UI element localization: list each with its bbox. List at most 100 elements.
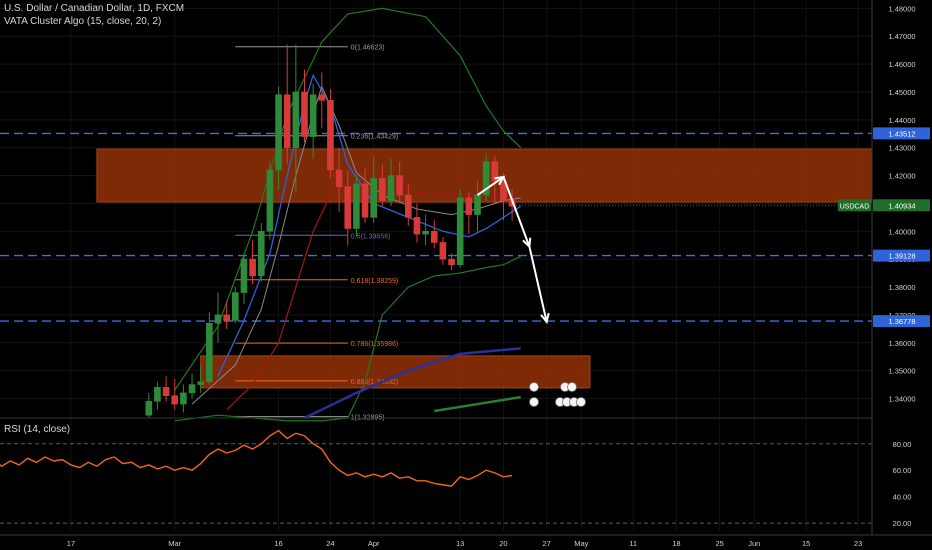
fib-label: 0.618(1.38259) — [351, 278, 398, 285]
chart-title: U.S. Dollar / Canadian Dollar, 1D, FXCM — [4, 3, 185, 14]
last-price-tag — [873, 199, 930, 212]
candle-body — [171, 395, 179, 405]
candle-body — [249, 258, 256, 277]
last-price-label: 1.40934 — [888, 201, 915, 210]
price-tick-label: 1.45000 — [888, 88, 915, 97]
time-tick-label: 17 — [67, 539, 75, 548]
signal-icon — [529, 382, 539, 392]
supply-demand-zone — [200, 355, 591, 389]
candle-body — [335, 169, 343, 188]
time-tick-label: 20 — [499, 539, 507, 548]
candle-body — [387, 175, 395, 201]
indicator-label: VATA Cluster Algo (15, close, 20, 2) — [4, 16, 162, 27]
arrow-line — [528, 246, 548, 323]
candle-body — [145, 400, 153, 416]
rsi-tick-label: 40.00 — [893, 493, 912, 502]
price-tick-label: 1.38000 — [888, 283, 915, 292]
time-tick-label: 16 — [274, 539, 282, 548]
symbol-label: USDCAD — [840, 203, 870, 210]
price-tick-label: 1.48000 — [888, 4, 915, 13]
candle-body — [430, 230, 438, 243]
time-tick-label: May — [574, 539, 588, 548]
price-axis — [872, 0, 932, 550]
price-tick-label: 1.47000 — [888, 32, 915, 41]
price-tick-label: 1.35000 — [888, 367, 915, 376]
time-tick-label: 25 — [716, 539, 724, 548]
candle-body — [404, 194, 412, 218]
rsi-tick-label: 20.00 — [893, 519, 912, 528]
price-tick-label: 1.44000 — [888, 116, 915, 125]
candle-body — [223, 314, 230, 321]
horizontal-levels — [0, 132, 872, 322]
upper-band — [174, 7, 522, 391]
time-tick-label: 18 — [672, 539, 680, 548]
level-price-label: 1.36778 — [888, 317, 915, 326]
signal-icon — [529, 397, 539, 407]
candle-body — [257, 230, 265, 277]
rsi-line — [0, 429, 513, 487]
candle-body — [456, 197, 464, 266]
candle-body — [240, 258, 248, 293]
rsi-tick-label: 80.00 — [893, 440, 912, 449]
fib-label: 0.236(1.43429) — [351, 134, 398, 141]
candle-body — [396, 175, 403, 196]
grid — [0, 0, 872, 531]
candle-body — [465, 197, 473, 215]
price-tick-label: 1.46000 — [888, 60, 915, 69]
level-price-label: 1.39128 — [888, 252, 915, 261]
time-tick-label: 15 — [802, 539, 810, 548]
candle-body — [188, 384, 196, 394]
time-tick-label: 24 — [326, 539, 334, 548]
candle-body — [370, 178, 378, 218]
time-tick-label: 27 — [543, 539, 551, 548]
candle-body — [309, 94, 317, 137]
candle-body — [292, 91, 300, 148]
candle-body — [439, 242, 447, 260]
candle-body — [266, 169, 274, 232]
symbol-tag — [838, 199, 871, 212]
candle-body — [154, 387, 161, 402]
arrow-head — [540, 312, 550, 325]
signal-icons — [529, 382, 586, 407]
time-tick-label: Jun — [748, 539, 760, 548]
candles — [145, 44, 516, 418]
candle-body — [361, 183, 369, 218]
fib-label: 0.886(1.34632) — [351, 379, 398, 386]
price-tick-label: 1.42000 — [888, 172, 915, 181]
time-axis — [0, 535, 932, 550]
time-tick-label: Mar — [168, 539, 181, 548]
candle-body — [500, 180, 507, 201]
candle-body — [413, 217, 421, 235]
signal-icon — [576, 397, 586, 407]
candle-body — [206, 322, 213, 383]
time-tick-label: Apr — [368, 539, 380, 548]
candle-body — [275, 94, 282, 171]
candle-body — [180, 392, 187, 405]
arrow-line — [502, 176, 531, 247]
candle-body — [474, 194, 481, 215]
level-price-tag — [873, 127, 930, 140]
level-price-label: 1.43512 — [888, 129, 915, 138]
rsi-tick-label: 60.00 — [893, 466, 912, 475]
candle-body — [482, 161, 490, 196]
fib-label: 0.5(1.39856) — [351, 233, 391, 240]
long-blue-moving-average — [303, 347, 521, 420]
candle-body — [448, 258, 455, 266]
time-tick-label: 13 — [456, 539, 464, 548]
blue-moving-average — [217, 73, 522, 377]
candle-body — [422, 230, 429, 235]
candle-body — [318, 94, 326, 101]
candle-body — [491, 161, 499, 182]
candle-body — [162, 387, 170, 397]
arrow-line — [476, 176, 505, 196]
candle-body — [197, 381, 204, 385]
rsi-label: RSI (14, close) — [4, 424, 71, 435]
price-tick-label: 1.36000 — [888, 339, 915, 348]
price-tick-label: 1.34000 — [888, 394, 915, 403]
candle-body — [327, 100, 334, 171]
candle-body — [214, 314, 222, 324]
candle-body — [379, 178, 386, 201]
fib-label: 0(1.46623) — [351, 45, 385, 52]
